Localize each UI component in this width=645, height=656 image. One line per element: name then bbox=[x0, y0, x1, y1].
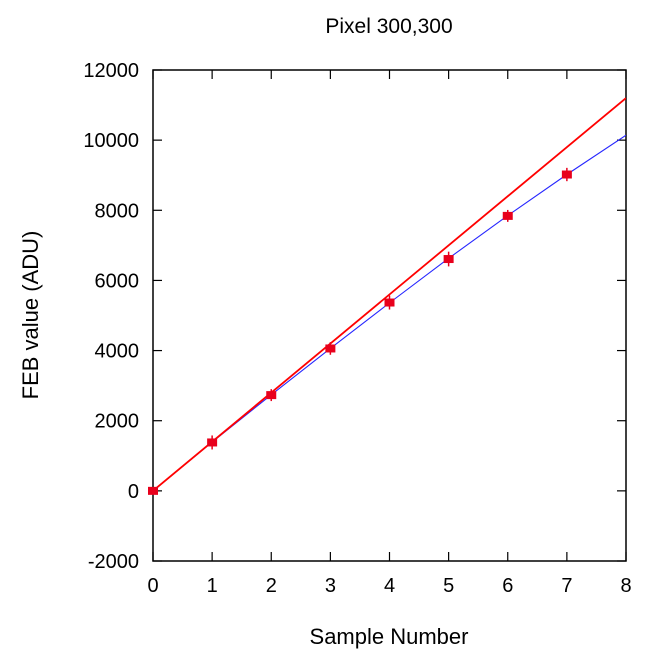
plot-area: 0 1 2 3 4 5 6 7 8 -2000 0 2000 4000 6000 8000 10000 1200… bbox=[83, 60, 631, 597]
y-axis-title: FEB value (ADU) bbox=[18, 231, 43, 400]
data-point bbox=[266, 391, 277, 400]
y-tick-label: 4000 bbox=[95, 341, 140, 363]
data-point bbox=[325, 344, 336, 353]
data-point bbox=[502, 211, 513, 220]
y-tick-label: 12000 bbox=[83, 60, 139, 82]
y-tick-label: 0 bbox=[128, 481, 139, 503]
data-point bbox=[561, 170, 572, 179]
x-tick-label: 1 bbox=[207, 575, 218, 597]
data-point bbox=[148, 486, 158, 495]
chart-title: Pixel 300,300 bbox=[325, 15, 452, 38]
x-tick-label: 6 bbox=[502, 575, 513, 597]
y-tick-label: 8000 bbox=[95, 200, 140, 222]
y-tick-label: 6000 bbox=[95, 270, 140, 292]
x-axis-title: Sample Number bbox=[310, 624, 469, 649]
series-line-1 bbox=[153, 97, 626, 492]
x-tick-label: 5 bbox=[443, 575, 454, 597]
y-tick-label: 10000 bbox=[83, 130, 139, 152]
x-tick-label: 3 bbox=[325, 575, 336, 597]
x-tick-label: 7 bbox=[561, 575, 572, 597]
series-line-0 bbox=[153, 134, 626, 492]
data-point bbox=[443, 255, 454, 264]
x-tick-label: 0 bbox=[147, 575, 158, 597]
x-tick-label: 4 bbox=[384, 575, 395, 597]
y-tick-label: -2000 bbox=[88, 551, 139, 573]
plot-frame bbox=[152, 69, 627, 562]
x-tick-label: 8 bbox=[620, 575, 631, 597]
data-point bbox=[384, 298, 395, 307]
y-tick-label: 2000 bbox=[95, 411, 140, 433]
data-point bbox=[207, 438, 218, 447]
x-tick-label: 2 bbox=[266, 575, 277, 597]
